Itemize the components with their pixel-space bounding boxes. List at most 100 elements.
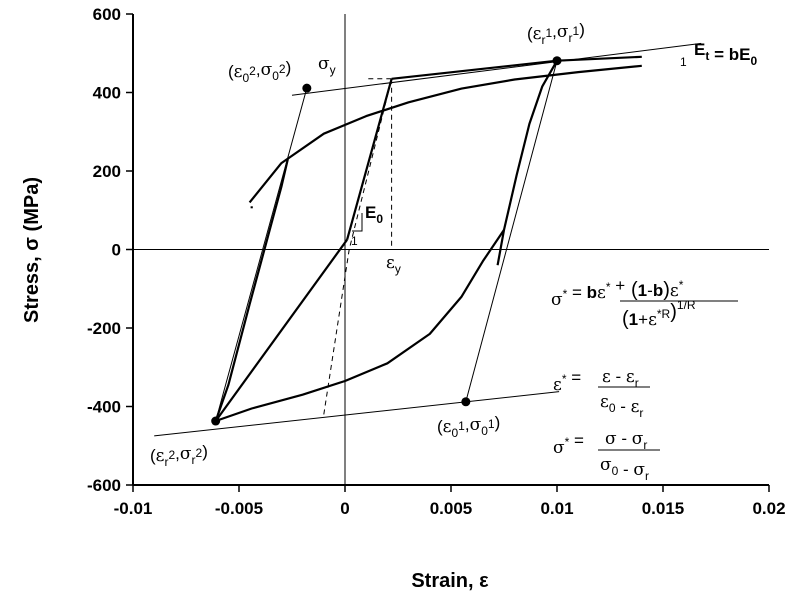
label-et: Et = bE0 [694, 40, 757, 68]
x-tick-label: 0.005 [430, 499, 473, 518]
annotation-part: 1 [638, 281, 647, 300]
annotation-part: 2 [196, 446, 203, 460]
label-e0-one: 1 [351, 234, 358, 248]
label-epsr-1: (εr1,σr1) [527, 20, 585, 47]
label-et-one: 1 [680, 55, 687, 69]
series-line [496, 60, 558, 266]
label-eps0-1: (ε01,σ01) [437, 413, 500, 440]
annotation-part: b [587, 283, 597, 302]
annotation-part: r [635, 376, 639, 390]
annotation-part: ) [202, 442, 208, 461]
annotation-part: * [606, 280, 611, 294]
annotation-part: r [164, 455, 168, 469]
annotation-part: 0 [242, 71, 249, 85]
x-tick-label: 0.015 [642, 499, 685, 518]
annotation-part: E [365, 203, 376, 222]
annotation-part: ε [600, 392, 609, 412]
annotation-part: 0 [376, 212, 383, 226]
y-tick-label: 400 [93, 84, 121, 103]
annotation-part: 0 [750, 54, 757, 68]
label-eps-y: εy [386, 253, 401, 276]
annotation-part: 0 [272, 69, 279, 83]
y-axis-label: Stress, σ (MPa) [21, 177, 43, 323]
annotation-part: , [256, 60, 261, 79]
annotation-part: 1/R [677, 298, 696, 312]
series-line [214, 158, 289, 422]
annotation-part: σ [600, 455, 612, 475]
eq2-lhs: ε* = [553, 368, 581, 395]
annotation-part: σ [632, 429, 644, 449]
annotation-part: ( [150, 446, 156, 465]
annotation-part: = [566, 368, 581, 387]
y-tick-label: -600 [87, 476, 121, 495]
annotation-part: * [563, 287, 568, 301]
series-line [391, 59, 558, 80]
annotation-part: 0 [612, 464, 619, 478]
annotation-part: = bE [709, 45, 750, 64]
x-tick-label: 0 [340, 499, 349, 518]
annotation-part: 0 [609, 401, 616, 415]
annotation-part: ε [156, 446, 165, 466]
annotation-part: 1 [629, 310, 638, 329]
annotation-part: σ [605, 429, 617, 449]
annotation-part: ε [602, 367, 611, 387]
series-line [556, 55, 642, 62]
annotation-part: + [611, 276, 626, 295]
y-tick-label: 200 [93, 162, 121, 181]
annotation-part: r [645, 469, 649, 483]
data-point [302, 83, 312, 93]
eq1-lhs: σ* = bε* + [551, 276, 625, 310]
annotation-part: *R [657, 307, 671, 321]
axis-ticks: -0.01 -0.005 0 0.005 0.01 0.015 0.02-600-400-2… [87, 5, 786, 518]
annotation-part: b [653, 281, 663, 300]
annotation-part: ε [631, 397, 640, 417]
annotation-part: ε [386, 253, 395, 273]
y-tick-label: -200 [87, 319, 121, 338]
x-tick-label: 0.02 [752, 499, 785, 518]
annotation-part: σ [551, 290, 563, 310]
x-tick-label: -0.005 [215, 499, 263, 518]
eq3-num: σ - σr [605, 429, 647, 452]
annotation-part: ε [626, 367, 635, 387]
x-tick-label: -0.01 [114, 499, 153, 518]
annotation-part: ) [286, 58, 292, 77]
annotation-part: ( [437, 417, 443, 436]
annotation-part: σ [553, 438, 565, 458]
annotation-part: 1 [545, 26, 552, 40]
series-line [214, 239, 348, 422]
annotations: (ε02,σ02) σy(εr1,σr1)Et = bE01E01εy(εr2,σ… [150, 20, 757, 483]
series-line [465, 60, 558, 402]
annotation-part: * [679, 278, 684, 292]
annotation-part: 1 [573, 24, 580, 38]
annotation-part: - [611, 367, 626, 386]
annotation-part: ε [648, 310, 657, 330]
annotation-part: 1 [488, 417, 495, 431]
annotation-part: ) [670, 301, 677, 323]
y-tick-label: -400 [87, 398, 121, 417]
annotation-part: ( [622, 308, 629, 330]
annotation-part: 1 [351, 234, 358, 248]
annotation-part: * [562, 372, 567, 386]
label-epsr-2: (εr2,σr2) [150, 442, 208, 469]
data-point [552, 56, 562, 66]
y-tick-label: 600 [93, 5, 121, 24]
annotation-part: 0 [481, 424, 488, 438]
annotation-part: ε [670, 281, 679, 301]
annotation-part: , [175, 444, 180, 463]
annotation-part: ( [527, 24, 533, 43]
annotation-part: ε [443, 417, 452, 437]
eq3-den: σ0 - σr [600, 455, 649, 483]
annotation-part: ε [533, 24, 542, 44]
annotation-part: - [618, 460, 633, 479]
annotation-part: , [552, 22, 557, 41]
annotation-part: = [567, 283, 586, 302]
eq1-num: (1-b)ε* [631, 278, 684, 301]
annotation-part: t [705, 49, 709, 63]
annotation-part: ( [228, 62, 234, 81]
annotation-part: , [465, 415, 470, 434]
annotation-part: ε [597, 283, 606, 303]
annotation-part: r [639, 406, 643, 420]
eq2-num: ε - εr [602, 367, 639, 390]
annotation-part: r [643, 438, 647, 452]
